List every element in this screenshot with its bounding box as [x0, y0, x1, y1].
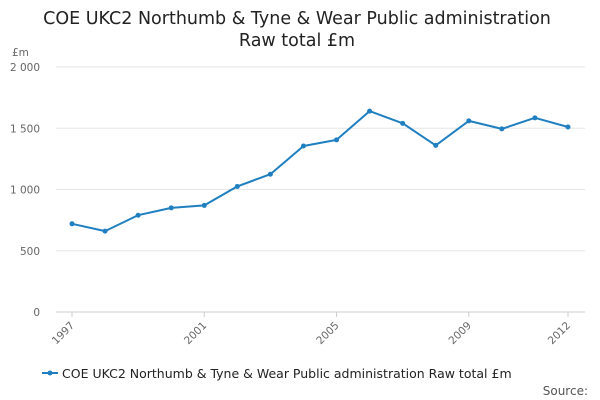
data-point [565, 124, 571, 130]
data-point [102, 228, 108, 234]
data-point [267, 171, 273, 177]
data-point [135, 212, 141, 218]
data-point [168, 205, 174, 211]
data-point [400, 120, 406, 126]
y-tick-label: 1 500 [10, 123, 40, 135]
data-point [466, 118, 472, 124]
chart-title-line-2: Raw total £m [239, 31, 355, 51]
x-axis: 1997 2001 2005 2009 2012 [50, 311, 585, 347]
legend-swatch-marker [47, 370, 53, 376]
data-point [201, 202, 207, 208]
y-axis-ticks: 0 500 1 000 1 500 2 000 [10, 62, 40, 319]
legend[interactable]: COE UKC2 Northumb & Tyne & Wear Public a… [42, 366, 512, 381]
x-tick-label: 2009 [447, 320, 474, 347]
x-tick-label: 2012 [546, 320, 573, 347]
x-tick-label: 1997 [50, 320, 77, 347]
data-point [334, 137, 340, 143]
data-point [433, 142, 439, 148]
chart-title-line-1: COE UKC2 Northumb & Tyne & Wear Public a… [43, 9, 551, 29]
y-tick-label: 500 [20, 246, 40, 258]
x-tick-label: 2005 [314, 320, 341, 347]
series-layer [69, 108, 571, 234]
data-point [532, 115, 538, 121]
data-point [499, 126, 505, 132]
data-point [234, 183, 240, 189]
gridlines [56, 66, 585, 252]
data-point [300, 143, 306, 149]
y-tick-label: 0 [33, 307, 40, 319]
y-tick-label: 2 000 [10, 62, 40, 74]
x-tick-label: 2001 [182, 320, 209, 347]
legend-label: COE UKC2 Northumb & Tyne & Wear Public a… [62, 366, 512, 381]
y-axis-unit-label: £m [12, 47, 29, 59]
source-label[interactable]: Source: [543, 384, 588, 398]
chart-title: COE UKC2 Northumb & Tyne & Wear Public a… [43, 9, 551, 51]
data-point [69, 221, 75, 227]
series-line [71, 110, 569, 233]
y-tick-label: 1 000 [10, 185, 40, 197]
data-point [367, 108, 373, 114]
